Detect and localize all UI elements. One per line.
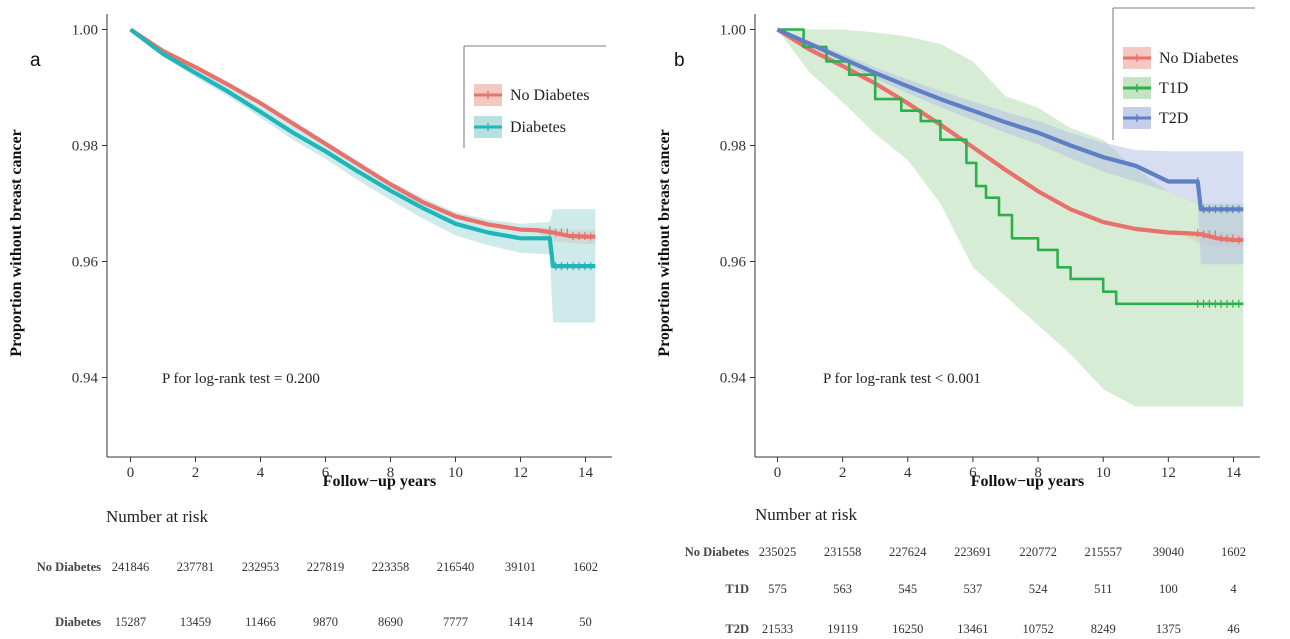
x-tick-label: 6 (322, 465, 330, 481)
survival-line-diabetes (129, 27, 596, 269)
risk-count: 235025 (759, 545, 797, 559)
legend-label: T1D (1159, 80, 1188, 97)
x-tick-label: 0 (774, 465, 782, 481)
risk-count: 1602 (1221, 545, 1246, 559)
x-tick-label: 14 (1226, 465, 1242, 481)
y-tick-label: 0.94 (72, 371, 99, 387)
risk-count: 237781 (177, 560, 215, 574)
risk-count: 511 (1094, 582, 1112, 596)
risk-count: 563 (833, 582, 852, 596)
y-tick-label: 0.96 (720, 255, 747, 271)
x-tick-label: 14 (578, 465, 594, 481)
risk-row-label: No Diabetes (37, 560, 101, 574)
risk-count: 227624 (889, 545, 927, 559)
km-panel-a: a 0.94 0.96 0.98 1.00 0 2 4 6 8 10 12 14 Follow−up ye… (8, 14, 612, 629)
y-tick-label: 0.98 (720, 139, 746, 155)
logrank-annotation: P for log-rank test = 0.200 (162, 371, 320, 387)
risk-count: 4 (1230, 582, 1237, 596)
panel-label: b (674, 50, 685, 71)
confidence-band-t2d (777, 29, 1244, 265)
survival-line-t2d (776, 27, 1244, 212)
x-tick-label: 12 (513, 465, 528, 481)
risk-count: 215557 (1084, 545, 1122, 559)
risk-row-label: T1D (725, 582, 749, 596)
risk-count: 13459 (180, 615, 211, 629)
x-tick-label: 4 (257, 465, 265, 481)
risk-count: 537 (964, 582, 983, 596)
x-tick-label: 4 (904, 465, 912, 481)
legend: No Diabetes Diabetes (463, 45, 606, 148)
y-axis-title: Proportion without breast cancer (8, 129, 25, 356)
risk-row-label: T2D (725, 622, 749, 636)
risk-count: 39101 (505, 560, 536, 574)
x-tick-label: 12 (1161, 465, 1176, 481)
y-tick-label: 0.96 (72, 255, 99, 271)
risk-row-label: Diabetes (55, 615, 101, 629)
y-tick-label: 0.98 (72, 139, 98, 155)
risk-table: Number at risk No Diabetes 241846 237781 232… (37, 507, 598, 629)
risk-count: 11466 (245, 615, 276, 629)
x-tick-label: 2 (192, 465, 200, 481)
legend-label: Diabetes (510, 119, 566, 136)
risk-count: 13461 (957, 622, 988, 636)
risk-count: 231558 (824, 545, 862, 559)
risk-table: Number at risk No Diabetes 235025 231558 227… (685, 505, 1246, 636)
x-tick-label: 8 (387, 465, 395, 481)
risk-count: 7777 (443, 615, 468, 629)
risk-count: 100 (1159, 582, 1178, 596)
risk-count: 1414 (508, 615, 534, 629)
risk-count: 216540 (437, 560, 475, 574)
risk-count: 241846 (112, 560, 150, 574)
x-tick-label: 6 (969, 465, 977, 481)
logrank-annotation: P for log-rank test < 0.001 (823, 371, 981, 387)
legend-label: T2D (1159, 110, 1188, 127)
legend: No Diabetes T1D T2D (1112, 7, 1255, 140)
risk-count: 39040 (1153, 545, 1184, 559)
y-tick-label: 0.94 (720, 371, 747, 387)
x-tick-label: 10 (1096, 465, 1111, 481)
risk-count: 220772 (1019, 545, 1057, 559)
x-axis-title: Follow−up years (971, 473, 1085, 490)
confidence-band-t1d (777, 29, 1244, 407)
risk-count: 50 (579, 615, 592, 629)
y-tick-label: 1.00 (720, 23, 746, 39)
panel-label: a (30, 50, 41, 71)
risk-count: 524 (1029, 582, 1049, 596)
legend-label: No Diabetes (1159, 50, 1239, 67)
risk-row-label: No Diabetes (685, 545, 749, 559)
risk-count: 9870 (313, 615, 338, 629)
x-axis-title: Follow−up years (323, 473, 437, 490)
risk-count: 223691 (954, 545, 992, 559)
risk-count: 1602 (573, 560, 598, 574)
survival-line-t1d (777, 28, 1244, 306)
x-tick-label: 2 (839, 465, 847, 481)
risk-count: 227819 (307, 560, 345, 574)
confidence-band-no-diabetes (130, 29, 596, 245)
risk-count: 1375 (1156, 622, 1181, 636)
y-axis-title: Proportion without breast cancer (656, 129, 673, 356)
risk-count: 19119 (827, 622, 858, 636)
y-tick-label: 1.00 (72, 23, 98, 39)
risk-count: 575 (768, 582, 787, 596)
risk-count: 8249 (1091, 622, 1116, 636)
x-tick-label: 10 (448, 465, 463, 481)
x-tick-label: 8 (1034, 465, 1042, 481)
risk-count: 232953 (242, 560, 280, 574)
risk-count: 16250 (892, 622, 923, 636)
risk-count: 10752 (1022, 622, 1053, 636)
risk-count: 21533 (762, 622, 793, 636)
risk-table-title: Number at risk (755, 505, 857, 524)
risk-count: 8690 (378, 615, 403, 629)
x-tick-label: 0 (127, 465, 135, 481)
risk-count: 223358 (372, 560, 410, 574)
risk-count: 46 (1227, 622, 1240, 636)
risk-table-title: Number at risk (106, 507, 208, 526)
legend-label: No Diabetes (510, 87, 590, 104)
risk-count: 545 (898, 582, 917, 596)
risk-count: 15287 (115, 615, 146, 629)
